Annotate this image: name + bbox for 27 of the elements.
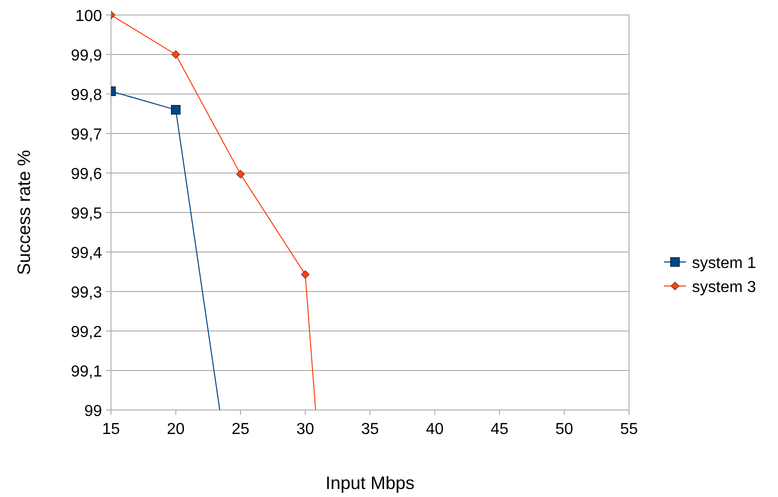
x-tick-label: 45 [490, 421, 508, 438]
y-tick-label: 99,6 [70, 166, 102, 183]
x-tick-label: 55 [620, 421, 638, 438]
y-axis-title: Success rate % [14, 150, 34, 276]
point [301, 270, 310, 279]
x-tick-label: 35 [361, 421, 379, 438]
x-tick-label: 25 [232, 421, 250, 438]
y-tick-label: 99,9 [70, 48, 102, 64]
point [172, 50, 180, 59]
x-tick-label: 40 [426, 421, 444, 438]
y-tick-label: 99,3 [70, 284, 102, 302]
legend-label: system 3 [692, 279, 756, 296]
x-tick-label: 15 [102, 421, 120, 438]
y-tick-label: 100 [75, 8, 102, 25]
x-axis-title: Input Mbps [325, 473, 415, 493]
x-tick-label: 20 [166, 421, 185, 438]
y-tick-label: 99,2 [70, 324, 102, 341]
y-tick-label: 99 [84, 403, 102, 420]
x-tick-label: 30 [296, 421, 314, 438]
x-tick-label: 50 [555, 421, 574, 438]
y-tick-label: 99,4 [70, 245, 102, 262]
y-tick-label: 99,8 [70, 87, 102, 104]
y-tick-label: 99,1 [70, 364, 102, 380]
y-tick-label: 99,5 [70, 206, 102, 222]
legend-label: system 1 [692, 255, 756, 272]
point [236, 170, 245, 178]
y-tick-label: 99,7 [70, 126, 102, 144]
